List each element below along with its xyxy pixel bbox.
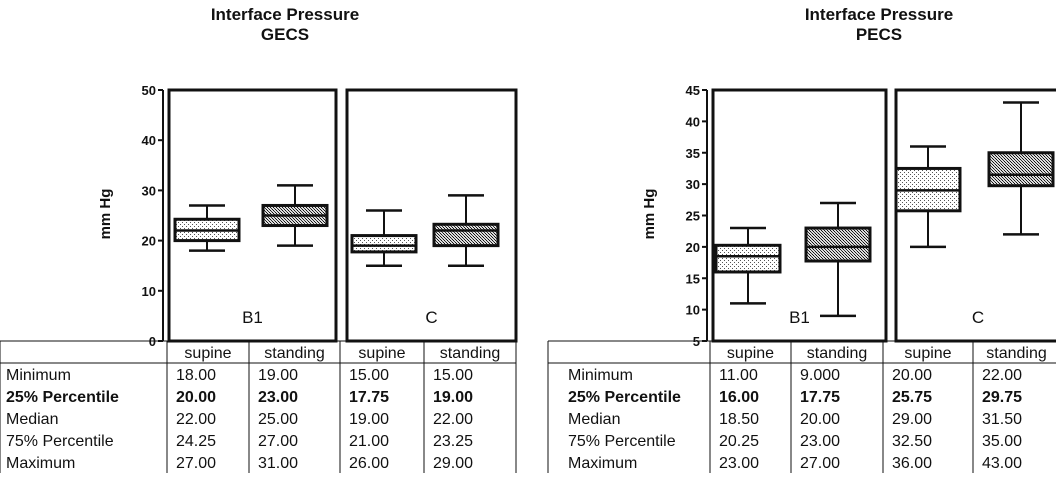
- gecs-y-tick-label: 20: [142, 234, 156, 249]
- gecs-table-row-label: 75% Percentile: [6, 433, 114, 450]
- pecs-table-cell: 31.50: [982, 411, 1022, 428]
- pecs-table-col-header: supine: [904, 345, 951, 362]
- pecs-table-cell: 17.75: [800, 389, 840, 406]
- pecs-table-col-header: standing: [986, 345, 1047, 362]
- gecs-table-col-header: supine: [184, 345, 231, 362]
- pecs-y-tick-label: 10: [686, 303, 700, 318]
- pecs-group-label: C: [972, 308, 984, 327]
- gecs-box-C-standing: [432, 194, 500, 267]
- gecs-table-cell: 22.00: [176, 411, 216, 428]
- pecs-table-cell: 20.25: [719, 433, 759, 450]
- gecs-table-row-label: 25% Percentile: [6, 389, 119, 406]
- gecs-table-cell: 29.00: [433, 455, 473, 472]
- gecs-table-cell: 25.00: [258, 411, 298, 428]
- gecs-table-cell: 23.00: [258, 389, 298, 406]
- gecs-table-cell: 19.00: [258, 367, 298, 384]
- pecs-y-tick-label: 15: [686, 271, 700, 286]
- gecs-table-cell: 26.00: [349, 455, 389, 472]
- pecs-table-cell: 23.00: [800, 433, 840, 450]
- pecs-box-C-standing: [987, 101, 1055, 236]
- gecs-table-cell: 19.00: [433, 389, 473, 406]
- pecs-table-cell: 43.00: [982, 455, 1022, 472]
- iqr-box: [987, 151, 1055, 188]
- gecs-table-cell: 27.00: [258, 433, 298, 450]
- pecs-box-B1-supine: [714, 226, 782, 305]
- gecs-y-tick-label: 30: [142, 183, 156, 198]
- gecs-table-cell: 22.00: [433, 411, 473, 428]
- pecs-table-col-header: standing: [807, 345, 868, 362]
- pecs-table-cell: 35.00: [982, 433, 1022, 450]
- pecs-table-cell: 23.00: [719, 455, 759, 472]
- pecs-table-cell: 25.75: [892, 389, 932, 406]
- pecs-table-cell: 20.00: [800, 411, 840, 428]
- pecs-y-tick-label: 30: [686, 177, 700, 192]
- pecs-table-cell: 18.50: [719, 411, 759, 428]
- pecs-table-cell: 9.000: [800, 367, 840, 384]
- gecs-table-cell: 24.25: [176, 433, 216, 450]
- gecs-y-tick-label: 40: [142, 133, 156, 148]
- gecs-group-label: C: [425, 308, 437, 327]
- gecs-table-cell: 21.00: [349, 433, 389, 450]
- pecs-y-tick-label: 25: [686, 209, 700, 224]
- gecs-table-cell: 27.00: [176, 455, 216, 472]
- gecs-panel-C: [345, 88, 518, 343]
- pecs-y-axis-label: mm Hg: [641, 189, 658, 240]
- pecs-table-row-label: Median: [568, 411, 620, 428]
- pecs-table-cell: 32.50: [892, 433, 932, 450]
- gecs-table-col-header: standing: [440, 345, 501, 362]
- pecs-table-row-label: Maximum: [568, 455, 637, 472]
- gecs-table-cell: 19.00: [349, 411, 389, 428]
- gecs-table-cell: 23.25: [433, 433, 473, 450]
- pecs-title-line-1: Interface Pressure: [805, 5, 953, 24]
- gecs-table-cell: 18.00: [176, 367, 216, 384]
- iqr-box: [432, 222, 500, 248]
- gecs-y-tick-label: 10: [142, 284, 156, 299]
- pecs-table-cell: 22.00: [982, 367, 1022, 384]
- gecs-table-cell: 17.75: [349, 389, 389, 406]
- pecs-box-B1-standing: [804, 201, 872, 318]
- gecs-table-cell: 31.00: [258, 455, 298, 472]
- pecs-table-cell: 29.75: [982, 389, 1022, 406]
- pecs-y-tick-label: 45: [686, 83, 700, 98]
- pecs-title-line-2: PECS: [856, 25, 902, 44]
- gecs-table-cell: 15.00: [349, 367, 389, 384]
- gecs-box-B1-standing: [261, 184, 329, 247]
- gecs-table-row-label: Maximum: [6, 455, 75, 472]
- gecs-table-cell: 15.00: [433, 367, 473, 384]
- pecs-table-cell: 36.00: [892, 455, 932, 472]
- gecs-table-cell: 20.00: [176, 389, 216, 406]
- gecs-table-col-header: standing: [264, 345, 325, 362]
- iqr-box: [350, 234, 418, 254]
- pecs-box-C-supine: [894, 145, 962, 249]
- pecs-table-row-label: Minimum: [568, 367, 633, 384]
- iqr-box: [714, 243, 782, 274]
- gecs-title-line-2: GECS: [261, 25, 309, 44]
- pecs-table-row-label: 75% Percentile: [568, 433, 676, 450]
- pecs-table-cell: 11.00: [719, 367, 758, 384]
- pecs-table-row-label: 25% Percentile: [568, 389, 681, 406]
- gecs-y-axis-label: mm Hg: [97, 189, 114, 240]
- gecs-table-row-label: Median: [6, 411, 58, 428]
- pecs-table-cell: 27.00: [800, 455, 840, 472]
- iqr-box: [804, 226, 872, 263]
- pecs-table-cell: 29.00: [892, 411, 932, 428]
- pecs-y-tick-label: 40: [686, 114, 700, 129]
- gecs-y-tick-label: 50: [142, 83, 156, 98]
- gecs-table-row-label: Minimum: [6, 367, 71, 384]
- pecs-y-tick-label: 35: [686, 146, 700, 161]
- gecs-box-B1-supine: [173, 204, 241, 252]
- pecs-table-cell: 16.00: [719, 389, 759, 406]
- gecs-table-col-header: supine: [358, 345, 405, 362]
- gecs-group-label: B1: [242, 308, 263, 327]
- gecs-title-line-1: Interface Pressure: [211, 5, 359, 24]
- pecs-table-cell: 20.00: [892, 367, 932, 384]
- pecs-group-label: B1: [789, 308, 810, 327]
- gecs-box-C-supine: [350, 209, 418, 267]
- pecs-panel-C: [894, 88, 1056, 343]
- pecs-table-col-header: supine: [727, 345, 774, 362]
- pecs-y-tick-label: 20: [686, 240, 700, 255]
